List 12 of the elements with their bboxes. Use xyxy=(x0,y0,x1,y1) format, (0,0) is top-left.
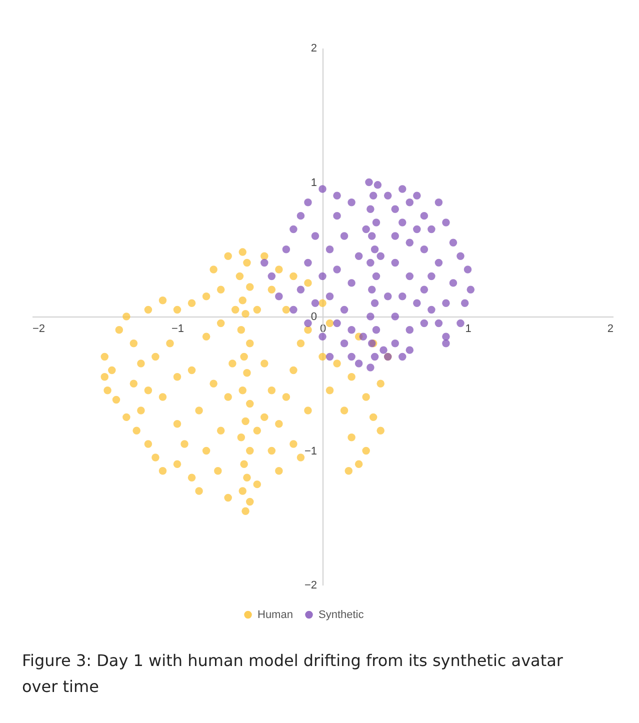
y-tick-label: 2 xyxy=(310,42,317,54)
y-tick-label: 0 xyxy=(310,311,317,323)
caption: Figure 3: Day 1 with human model drifting from its synthetic avatar over time xyxy=(22,650,564,698)
x-tick-label: −1 xyxy=(171,323,184,335)
y-tick-label: −2 xyxy=(304,580,317,592)
x-tick-label: −2 xyxy=(32,323,46,335)
y-tick-label: −1 xyxy=(304,445,317,458)
x-tick-label: 1 xyxy=(465,323,472,335)
legend-label: Synthetic xyxy=(318,608,364,621)
x-tick-label: 2 xyxy=(607,323,614,335)
y-tick-label: 1 xyxy=(310,176,317,189)
legend-label: Human xyxy=(258,608,293,621)
